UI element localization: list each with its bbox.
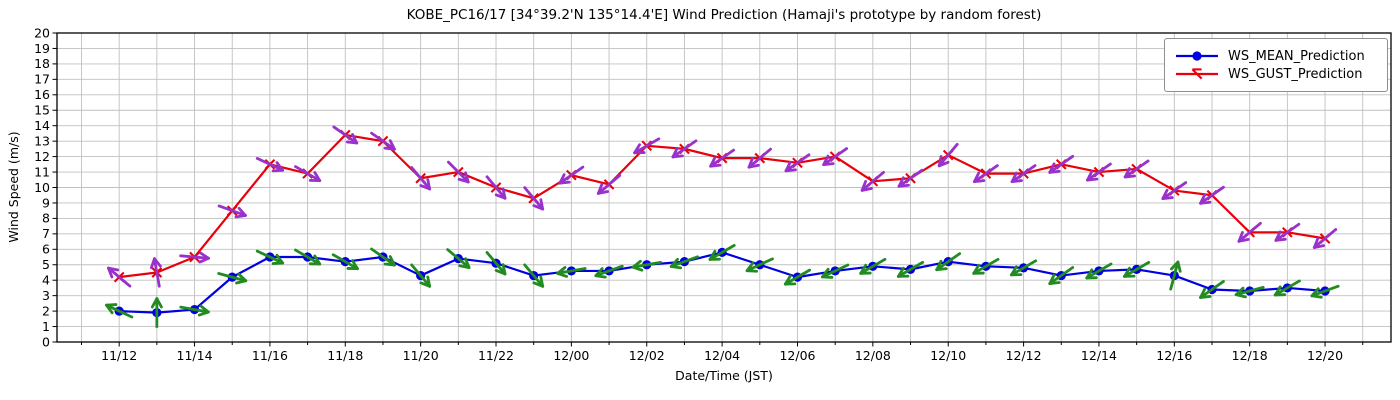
legend-item-gust: WS_GUST_Prediction [1165,67,1387,82]
svg-text:13: 13 [34,133,50,148]
svg-text:12/12: 12/12 [1006,348,1042,363]
svg-text:12/08: 12/08 [855,348,891,363]
gust-line-marker-icon [1176,68,1218,80]
axis-ticks: 11/12 11/14 11/16 11/18 11/20 11/22 12/00 12/02… [34,25,1364,363]
svg-text:12: 12 [34,149,50,164]
x-axis-label: Date/Time (JST) [675,368,773,383]
svg-text:7: 7 [42,226,50,241]
svg-text:11/18: 11/18 [327,348,363,363]
svg-text:0: 0 [42,334,50,349]
svg-text:14: 14 [34,118,50,133]
svg-text:11: 11 [34,164,50,179]
svg-text:17: 17 [34,72,50,87]
gust-direction-arrows [107,125,1338,288]
svg-text:6: 6 [42,242,50,257]
svg-text:19: 19 [34,41,50,56]
svg-text:12/10: 12/10 [930,348,966,363]
legend-label-mean: WS_MEAN_Prediction [1228,48,1365,64]
svg-text:4: 4 [42,273,50,288]
svg-text:11/20: 11/20 [403,348,439,363]
svg-text:3: 3 [42,288,50,303]
svg-text:12/14: 12/14 [1081,348,1117,363]
svg-text:11/22: 11/22 [478,348,514,363]
svg-text:12/20: 12/20 [1307,348,1343,363]
chart-title: KOBE_PC16/17 [34°39.2'N 135°14.4'E] Wind… [406,7,1042,23]
svg-text:12/04: 12/04 [704,348,740,363]
svg-text:9: 9 [42,195,50,210]
mean-line-marker-icon [1176,51,1218,61]
svg-text:5: 5 [42,257,50,272]
svg-text:8: 8 [42,211,50,226]
svg-text:2: 2 [42,303,50,318]
svg-text:12/06: 12/06 [779,348,815,363]
mean-direction-arrows [105,243,1340,329]
svg-text:11/16: 11/16 [252,348,288,363]
svg-text:11/14: 11/14 [177,348,213,363]
svg-text:12/18: 12/18 [1232,348,1268,363]
plot-frame [56,32,1392,343]
svg-text:18: 18 [34,56,50,71]
svg-text:12/02: 12/02 [629,348,665,363]
legend: WS_MEAN_Prediction WS_GUST_Prediction [1164,38,1388,92]
svg-text:12/00: 12/00 [553,348,589,363]
svg-text:16: 16 [34,87,50,102]
svg-text:15: 15 [34,103,50,118]
svg-text:20: 20 [34,25,50,40]
legend-item-mean: WS_MEAN_Prediction [1165,49,1387,64]
svg-text:12/16: 12/16 [1156,348,1192,363]
svg-text:11/12: 11/12 [101,348,137,363]
svg-text:10: 10 [34,180,50,195]
gridlines [57,33,1391,342]
legend-label-gust: WS_GUST_Prediction [1228,66,1363,82]
svg-text:1: 1 [42,319,50,334]
